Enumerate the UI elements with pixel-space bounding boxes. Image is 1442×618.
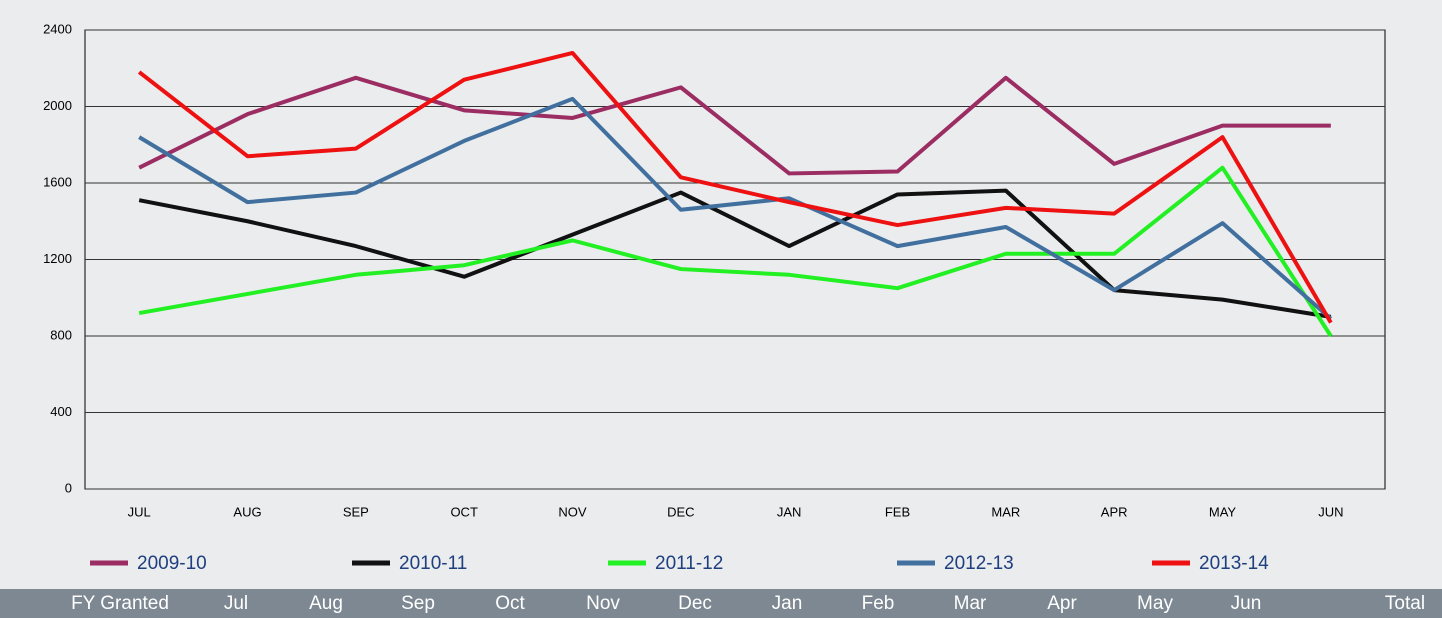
x-tick-label: DEC [667,504,694,519]
x-tick-label: JAN [777,504,802,519]
y-tick-label: 2000 [43,98,72,113]
x-tick-label: AUG [233,504,261,519]
x-tick-label: JUL [128,504,151,519]
y-tick-label: 0 [65,480,72,495]
x-tick-label: SEP [343,504,369,519]
table-header-cell: May [1137,593,1173,614]
table-header-cell: FY Granted [71,593,169,614]
y-tick-label: 2400 [43,21,72,36]
series-line [137,50,1333,324]
table-header-cell: Apr [1047,593,1077,614]
y-tick-label: 1200 [43,251,72,266]
table-header-cell: Feb [862,593,895,614]
x-tick-label: MAR [991,504,1020,519]
table-header-bar [0,589,1442,618]
table-header-cell: Aug [309,593,343,614]
series-line [138,96,1333,321]
legend-label: 2012-13 [944,553,1014,574]
x-tick-label: OCT [450,504,478,519]
table-header-cell: Sep [401,593,435,614]
legend-label: 2009-10 [137,553,207,574]
legend-label: 2011-12 [655,553,723,574]
table-header-cell: Oct [495,593,525,614]
table-header-cell: Jul [224,593,248,614]
y-tick-label: 800 [50,327,72,342]
x-tick-label: APR [1101,504,1128,519]
series-line [138,188,1332,319]
x-tick-label: JUN [1318,504,1343,519]
table-header-cell: Total [1385,593,1425,614]
table-header-cell: Jun [1231,593,1262,614]
y-tick-label: 1600 [43,174,72,189]
table-header-cell: Nov [586,593,620,614]
legend-label: 2013-14 [1199,553,1269,574]
series-line [138,75,1331,176]
y-tick-label: 400 [50,404,72,419]
table-header-cell: Dec [678,593,712,614]
table-header-cell: Mar [954,593,987,614]
table-header-cell: Jan [772,593,803,614]
legend-label: 2010-11 [399,553,467,574]
series-line [138,165,1333,338]
x-tick-label: NOV [558,504,587,519]
x-tick-label: FEB [885,504,910,519]
x-tick-label: MAY [1209,504,1237,519]
